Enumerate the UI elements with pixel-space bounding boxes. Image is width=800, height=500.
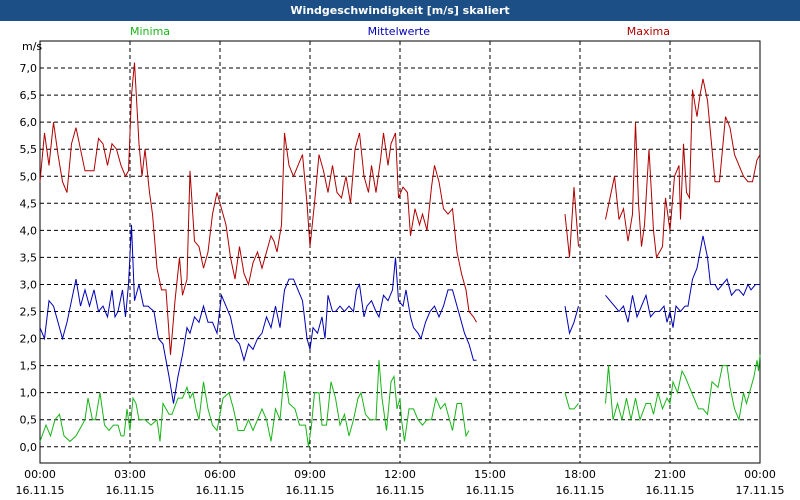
y-tick-label: 6,5	[20, 89, 38, 102]
chart-title: Windgeschwindigkeit [m/s] skaliert	[0, 0, 800, 21]
x-tick-date: 16.11.15	[16, 484, 65, 497]
series-line-maxima-2	[605, 78, 761, 260]
y-tick-label: 4,5	[20, 197, 38, 210]
x-tick-date: 16.11.15	[646, 484, 695, 497]
legend-mittelwerte: Mittelwerte	[368, 25, 431, 38]
y-tick-label: 0,5	[20, 414, 38, 427]
y-tick-label: 1,5	[20, 360, 38, 373]
x-tick-date: 16.11.15	[196, 484, 245, 497]
x-tick-date: 16.11.15	[376, 484, 425, 497]
series-line-maxima-1	[564, 187, 579, 258]
y-tick-label: 2,5	[20, 306, 38, 319]
series-line-maxima-0	[39, 62, 477, 355]
y-tick-label: 7,0	[20, 62, 38, 75]
y-tick-label: 5,5	[20, 143, 38, 156]
series-line-mittelwerte-0	[39, 224, 477, 404]
series-line-minima-1	[564, 392, 579, 410]
x-tick-time: 18:00	[564, 468, 596, 481]
y-tick-label: 3,0	[20, 278, 38, 291]
y-tick-label: 1,0	[20, 387, 38, 400]
x-tick-time: 09:00	[294, 468, 326, 481]
series-line-minima-2	[605, 354, 761, 422]
series-line-mittelwerte-2	[605, 235, 760, 328]
x-tick-time: 06:00	[204, 468, 236, 481]
legend-maxima: Maxima	[627, 25, 670, 38]
y-tick-label: 2,0	[20, 333, 38, 346]
x-tick-date: 16.11.15	[556, 484, 605, 497]
series-line-minima-0	[39, 360, 470, 447]
y-tick-label: 4,0	[20, 224, 38, 237]
x-tick-labels: 00:00 16.11.15 03:00 16.11.15 06:00 16.11.15 0…	[16, 468, 785, 497]
grid-lines	[40, 41, 760, 463]
y-tick-label: 3,5	[20, 251, 38, 264]
x-tick-date: 16.11.15	[466, 484, 515, 497]
series-lines	[39, 62, 761, 447]
series-line-mittelwerte-1	[564, 305, 579, 336]
y-tick-labels: 0,0 0,5 1,0 1,5 2,0 2,5 3,0 3,5 4,0 4,5 5,0 5,5 6,0 6…	[20, 62, 38, 454]
x-tick-date: 17.11.15	[736, 484, 785, 497]
x-tick-time: 15:00	[474, 468, 506, 481]
plot-area-frame	[39, 40, 761, 464]
y-tick-label: 5,0	[20, 170, 38, 183]
legend-minima: Minima	[130, 25, 170, 38]
x-tick-date: 16.11.15	[286, 484, 335, 497]
x-tick-time: 12:00	[384, 468, 416, 481]
x-tick-time: 00:00	[744, 468, 776, 481]
x-tick-time: 00:00	[24, 468, 56, 481]
x-tick-date: 16.11.15	[106, 484, 155, 497]
y-tick-label: 0,0	[20, 441, 38, 454]
x-tick-time: 03:00	[114, 468, 146, 481]
y-axis-unit-label: m/s	[22, 40, 42, 53]
y-tick-label: 6,0	[20, 116, 38, 129]
x-tick-time: 21:00	[654, 468, 686, 481]
